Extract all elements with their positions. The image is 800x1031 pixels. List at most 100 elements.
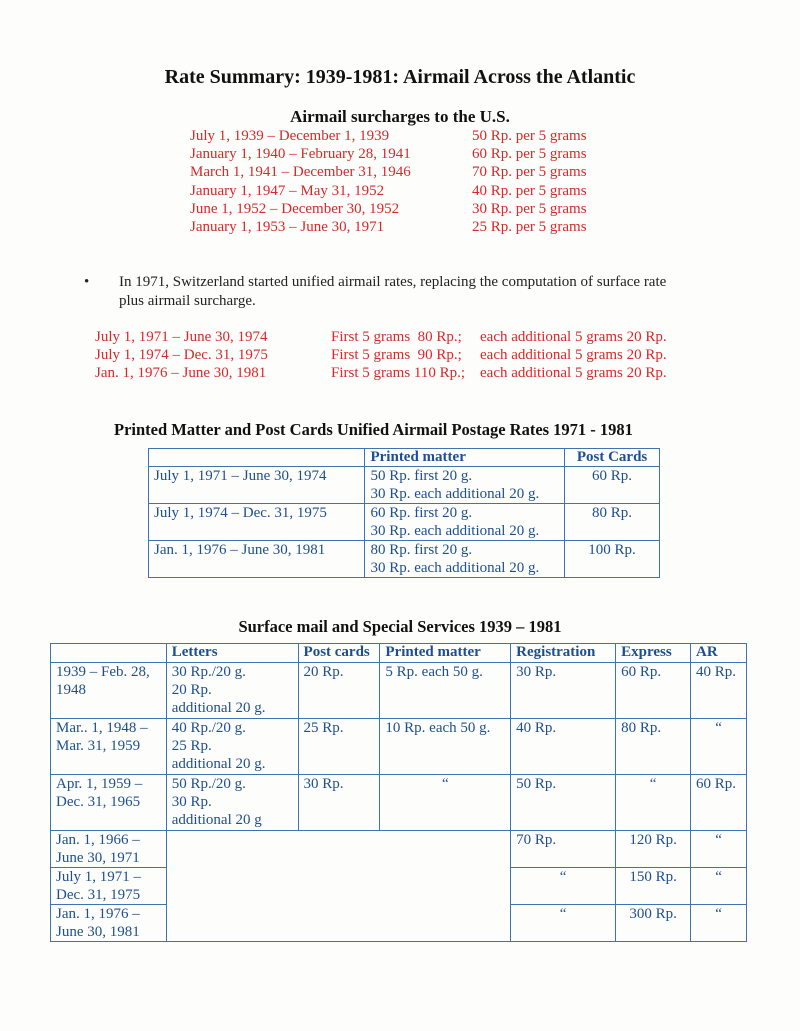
period-cell: Mar.. 1, 1948 – Mar. 31, 1959 [50,718,167,775]
express-cell: 150 Rp. [615,867,692,905]
table-row: July 1, 1974 – Dec. 31, 1975 60 Rp. first… [147,503,660,541]
letters-line: 50 Rp./20 g. [171,776,246,792]
header-registration: Registration [510,643,617,663]
registration-cell: 30 Rp. [510,662,617,719]
table-row: Jan. 1, 1976 – June 30, 1981 “300 Rp. “ [50,904,747,942]
header-post-cards: Post cards [297,643,381,663]
letters-line: 40 Rp./20 g. [171,720,246,736]
period-cell: 1939 – Feb. 28, 1948 [50,662,167,719]
period-end: 1948 [56,682,86,698]
surcharge-period: January 1, 1947 – May 31, 1952 [190,182,385,199]
period-start: Jan. 1, 1966 – [56,832,140,848]
surcharge-rate: 30 Rp. per 5 grams [472,200,587,217]
header-printed-matter: Printed matter [379,643,512,663]
ar-cell: “ [690,867,747,905]
surface-table-heading: Surface mail and Special Services 1939 –… [238,617,562,636]
post-cards-cell: 20 Rp. [297,662,381,719]
period-start: Jan. 1, 1976 – [56,906,140,922]
period-end: Mar. 31, 1959 [56,738,141,754]
table-row: 1939 – Feb. 28, 1948 30 Rp./20 g. 20 Rp. add… [50,662,747,719]
express-cell: 80 Rp. [615,718,692,775]
unified-first-rate: First 5 grams 110 Rp.; [331,365,466,381]
unified-period: July 1, 1971 – June 30, 1974 [95,329,268,345]
period-start: Apr. 1, 1959 – [56,776,143,792]
period-cell: Jan. 1, 1976 – June 30, 1981 [147,540,366,578]
unified-period: Jan. 1, 1976 – June 30, 1981 [95,365,267,381]
printed-matter-additional: 30 Rp. each additional 20 g. [370,486,540,502]
surcharge-period: January 1, 1953 – June 30, 1971 [190,219,385,235]
period-cell: Jan. 1, 1966 – June 30, 1971 [50,830,167,868]
ar-cell: “ [690,830,747,868]
surcharge-period: June 1, 1952 – December 30, 1952 [190,200,400,217]
header-ar: AR [690,643,747,663]
bullet-text-line2: plus airmail surcharge. [119,293,256,309]
surcharge-rate: 70 Rp. per 5 grams [472,164,587,181]
printed-matter-first: 80 Rp. first 20 g. [370,542,473,558]
period-end: Dec. 31, 1965 [56,794,141,810]
bullet-icon: • [84,274,90,290]
surcharge-period: March 1, 1941 – December 31, 1946 [190,164,411,181]
surcharge-rate: 60 Rp. per 5 grams [472,146,587,163]
unified-first-rate: First 5 grams 90 Rp.; [331,347,462,363]
printed-matter-table: Printed matter Post Cards July 1, 1971 –… [147,448,660,578]
post-cards-cell: 80 Rp. [564,503,660,541]
table-row: Apr. 1, 1959 – Dec. 31, 1965 50 Rp./20 g. 3… [50,774,747,831]
registration-cell: “ [510,904,617,942]
bullet-text-line1: In 1971, Switzerland started unified air… [119,274,667,290]
ar-cell: 60 Rp. [690,774,747,831]
surcharge-rate: 50 Rp. per 5 grams [472,128,587,144]
table-row: July 1, 1971 – June 30, 1974 50 Rp. first… [147,466,660,504]
express-cell: “ [615,774,692,831]
letters-cell: 50 Rp./20 g. 30 Rp. additional 20 g [165,774,299,831]
printed-matter-cell: 10 Rp. each 50 g. [379,718,512,775]
letters-line: additional 20 g [171,812,262,828]
express-cell: 60 Rp. [615,662,692,719]
post-cards-cell: 30 Rp. [297,774,381,831]
period-cell: Apr. 1, 1959 – Dec. 31, 1965 [50,774,167,831]
header-post-cards: Post Cards [564,448,660,467]
surcharge-period: July 1, 1939 – December 1, 1939 [190,128,390,144]
post-cards-cell: 100 Rp. [564,540,660,578]
period-cell: July 1, 1971 – Dec. 31, 1975 [50,867,167,905]
page-title: Rate Summary: 1939-1981: Airmail Across … [164,66,636,88]
table-row: Jan. 1, 1976 – June 30, 1981 80 Rp. first… [147,540,660,578]
table-row: July 1, 1971 – Dec. 31, 1975 “150 Rp. “ [50,867,747,905]
period-end: June 30, 1971 [56,850,140,866]
period-end: Dec. 31, 1975 [56,887,141,903]
unified-additional-rate: each additional 5 grams 20 Rp. [480,329,667,345]
printed-matter-additional: 30 Rp. each additional 20 g. [370,523,540,539]
letters-cell: 30 Rp./20 g. 20 Rp. additional 20 g. [165,662,299,719]
unified-additional-rate: each additional 5 grams 20 Rp. [480,347,667,363]
period-cell: July 1, 1974 – Dec. 31, 1975 [147,503,366,541]
empty-merged-cell [165,830,512,942]
period-end: June 30, 1981 [56,924,140,940]
header-blank [147,448,366,467]
post-cards-cell: 25 Rp. [297,718,381,775]
header-express: Express [615,643,692,663]
printed-matter-first: 60 Rp. first 20 g. [370,505,473,521]
printed-matter-cell: “ [379,774,512,831]
printed-matter-cell: 60 Rp. first 20 g. 30 Rp. each additional… [364,503,566,541]
printed-matter-first: 50 Rp. first 20 g. [370,468,473,484]
header-blank [50,643,167,663]
express-cell: 300 Rp. [615,904,692,942]
surcharge-rate: 40 Rp. per 5 grams [472,182,587,199]
period-start: Mar.. 1, 1948 – [56,720,148,736]
registration-cell: 40 Rp. [510,718,617,775]
post-cards-cell: 60 Rp. [564,466,660,504]
express-cell: 120 Rp. [615,830,692,868]
period-cell: Jan. 1, 1976 – June 30, 1981 [50,904,167,942]
ar-cell: “ [690,718,747,775]
surcharge-rate: 25 Rp. per 5 grams [472,219,587,235]
registration-cell: 70 Rp. [510,830,617,868]
letters-line: additional 20 g. [171,700,266,716]
printed-table-heading: Printed Matter and Post Cards Unified Ai… [114,420,633,439]
period-start: 1939 – Feb. 28, [56,664,150,680]
letters-line: 25 Rp. [171,738,212,754]
period-cell: July 1, 1971 – June 30, 1974 [147,466,366,504]
letters-line: 30 Rp. [171,794,212,810]
table-row: Jan. 1, 1966 – June 30, 1971 70 Rp. 120 Rp.… [50,830,747,942]
printed-matter-cell: 5 Rp. each 50 g. [379,662,512,719]
registration-cell: “ [510,867,617,905]
surface-mail-table: Letters Post cards Printed matter Regist… [50,643,747,942]
